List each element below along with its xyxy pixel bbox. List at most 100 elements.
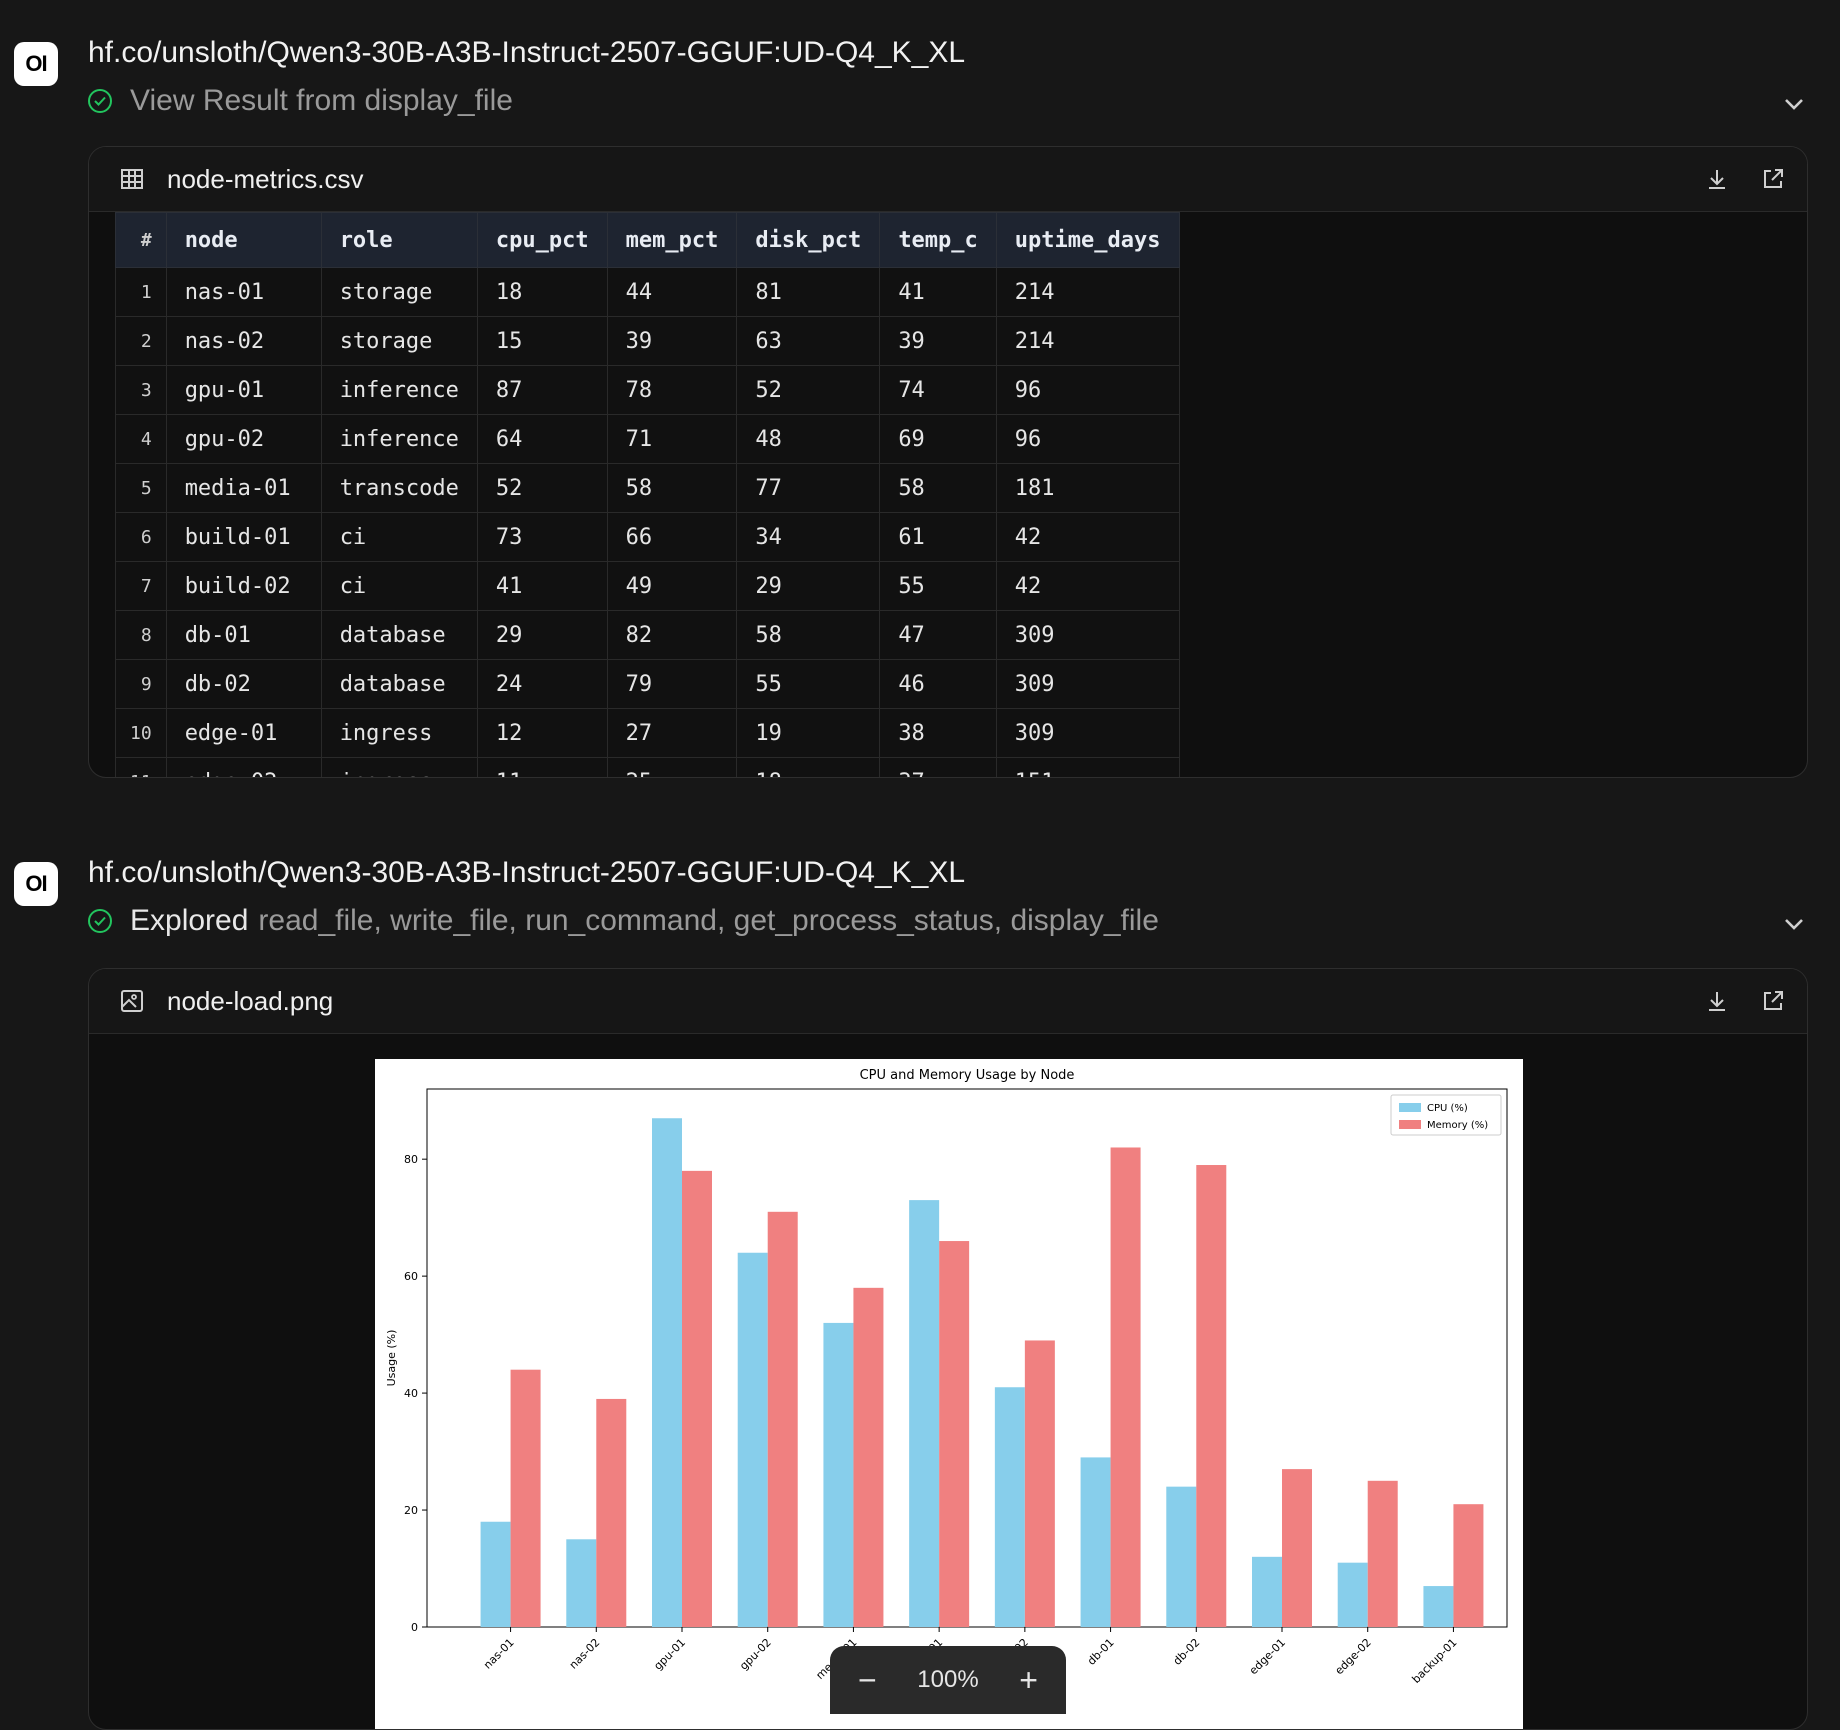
x-tick-label: db-01 bbox=[1085, 1636, 1117, 1668]
table-cell: storage bbox=[320, 316, 478, 366]
csv-table: # node role cpu_pct mem_pct disk_pct tem… bbox=[115, 212, 1180, 777]
table-cell: 34 bbox=[736, 512, 881, 562]
table-body: 1 nas-01 storage 18 44 81 41 214 2 nas-02 storage 1… bbox=[115, 267, 1180, 777]
open-external-icon[interactable] bbox=[1759, 165, 1787, 193]
table-cell: 309 bbox=[995, 659, 1180, 709]
bar-cpu bbox=[994, 1387, 1025, 1627]
table-cell: 58 bbox=[879, 463, 997, 513]
tool-status[interactable]: Explored read_file, write_file, run_comm… bbox=[88, 904, 1159, 938]
bar-memory bbox=[939, 1241, 970, 1627]
table-cell: 74 bbox=[879, 365, 997, 415]
y-axis-label: Usage (%) bbox=[385, 1330, 398, 1387]
table-cell: 29 bbox=[476, 610, 608, 660]
zoom-out-button[interactable]: − bbox=[858, 1661, 877, 1698]
x-tick-label: db-02 bbox=[1171, 1636, 1203, 1668]
file-card-csv: node-metrics.csv # node role cpu_pct mem… bbox=[88, 146, 1808, 778]
model-avatar: OI bbox=[14, 862, 58, 906]
table-cell: edge-01 bbox=[165, 708, 322, 758]
row-index: 1 bbox=[115, 267, 167, 317]
table-cell: storage bbox=[320, 267, 478, 317]
bar-memory bbox=[596, 1398, 627, 1627]
row-index: 11 bbox=[115, 757, 167, 777]
table-cell: media-01 bbox=[165, 463, 322, 513]
table-cell: inference bbox=[320, 414, 478, 464]
table-cell: 52 bbox=[736, 365, 881, 415]
status-text: View Result from display_file bbox=[130, 84, 513, 117]
table-cell: nas-01 bbox=[165, 267, 322, 317]
row-index: 4 bbox=[115, 414, 167, 464]
table-cell: 61 bbox=[879, 512, 997, 562]
y-tick-label: 60 bbox=[404, 1270, 418, 1283]
bar-chart: CPU and Memory Usage by Node 0 20 40 60 80 Usa… bbox=[375, 1059, 1523, 1729]
zoom-in-button[interactable]: + bbox=[1019, 1661, 1038, 1698]
table-cell: build-01 bbox=[165, 512, 322, 562]
table-cell: 41 bbox=[879, 267, 997, 317]
table-cell: 87 bbox=[476, 365, 608, 415]
table-cell: 214 bbox=[995, 267, 1180, 317]
table-cell: 214 bbox=[995, 316, 1180, 366]
table-cell: 24 bbox=[476, 659, 608, 709]
table-cell: database bbox=[320, 659, 478, 709]
table-cell: 77 bbox=[736, 463, 881, 513]
bar-cpu bbox=[652, 1118, 682, 1627]
chevron-down-icon[interactable] bbox=[1780, 90, 1808, 118]
table-cell: 66 bbox=[606, 512, 738, 562]
bar-memory bbox=[853, 1287, 884, 1627]
table-row: 7 build-02 ci 41 49 29 55 42 bbox=[115, 561, 1180, 611]
table-cell: transcode bbox=[320, 463, 478, 513]
bar-cpu bbox=[737, 1252, 768, 1627]
row-index: 8 bbox=[115, 610, 167, 660]
x-tick-label: edge-01 bbox=[1247, 1636, 1288, 1677]
table-cell: 71 bbox=[606, 414, 738, 464]
table-cell: 55 bbox=[736, 659, 881, 709]
x-tick-label: gpu-01 bbox=[651, 1636, 688, 1673]
table-cell: build-02 bbox=[165, 561, 322, 611]
model-name: hf.co/unsloth/Qwen3-30B-A3B-Instruct-250… bbox=[88, 856, 966, 889]
table-cell: inference bbox=[320, 365, 478, 415]
tool-status[interactable]: View Result from display_file bbox=[88, 84, 513, 118]
legend-label: Memory (%) bbox=[1427, 1120, 1488, 1131]
table-cell: 19 bbox=[736, 708, 881, 758]
table-cell: 73 bbox=[476, 512, 608, 562]
table-row: 4 gpu-02 inference 64 71 48 69 96 bbox=[115, 414, 1180, 464]
table-row: 8 db-01 database 29 82 58 47 309 bbox=[115, 610, 1180, 660]
table-row: 1 nas-01 storage 18 44 81 41 214 bbox=[115, 267, 1180, 317]
bar-cpu bbox=[566, 1539, 597, 1627]
download-icon[interactable] bbox=[1703, 165, 1731, 193]
column-header: cpu_pct bbox=[476, 212, 608, 268]
table-cell: gpu-02 bbox=[165, 414, 322, 464]
table-cell: 69 bbox=[879, 414, 997, 464]
row-index: 5 bbox=[115, 463, 167, 513]
download-icon[interactable] bbox=[1703, 987, 1731, 1015]
file-card-image: node-load.png CPU and Memory Usage by No… bbox=[88, 968, 1808, 1730]
x-tick-label: nas-01 bbox=[481, 1636, 517, 1672]
bar-cpu bbox=[1080, 1457, 1111, 1627]
column-header: disk_pct bbox=[736, 212, 881, 268]
bar-memory bbox=[1367, 1480, 1398, 1627]
bar-memory bbox=[1024, 1340, 1055, 1627]
bar-memory bbox=[510, 1369, 541, 1627]
table-cell: 58 bbox=[606, 463, 738, 513]
table-icon bbox=[121, 169, 143, 189]
status-text: read_file, write_file, run_command, get_… bbox=[258, 904, 1159, 937]
chevron-down-icon[interactable] bbox=[1780, 910, 1808, 938]
table-cell: 63 bbox=[736, 316, 881, 366]
table-row: 11edge-02ingress11251837151 bbox=[115, 757, 1180, 777]
open-external-icon[interactable] bbox=[1759, 987, 1787, 1015]
table-row: 3 gpu-01 inference 87 78 52 74 96 bbox=[115, 365, 1180, 415]
bar-memory bbox=[682, 1170, 712, 1627]
table-cell: ci bbox=[320, 512, 478, 562]
bar-cpu bbox=[1423, 1586, 1454, 1627]
table-row: 2 nas-02 storage 15 39 63 39 214 bbox=[115, 316, 1180, 366]
bar-cpu bbox=[1337, 1562, 1368, 1627]
check-circle-icon bbox=[88, 909, 112, 933]
bar-cpu bbox=[1166, 1486, 1197, 1627]
table-cell: gpu-01 bbox=[165, 365, 322, 415]
table-row: 6 build-01 ci 73 66 34 61 42 bbox=[115, 512, 1180, 562]
column-header: # bbox=[115, 212, 167, 268]
table-cell: 52 bbox=[476, 463, 608, 513]
legend-swatch bbox=[1399, 1103, 1421, 1112]
table-cell: 55 bbox=[879, 561, 997, 611]
table-cell: edge-02 bbox=[165, 757, 322, 777]
table-row: 9 db-02 database 24 79 55 46 309 bbox=[115, 659, 1180, 709]
